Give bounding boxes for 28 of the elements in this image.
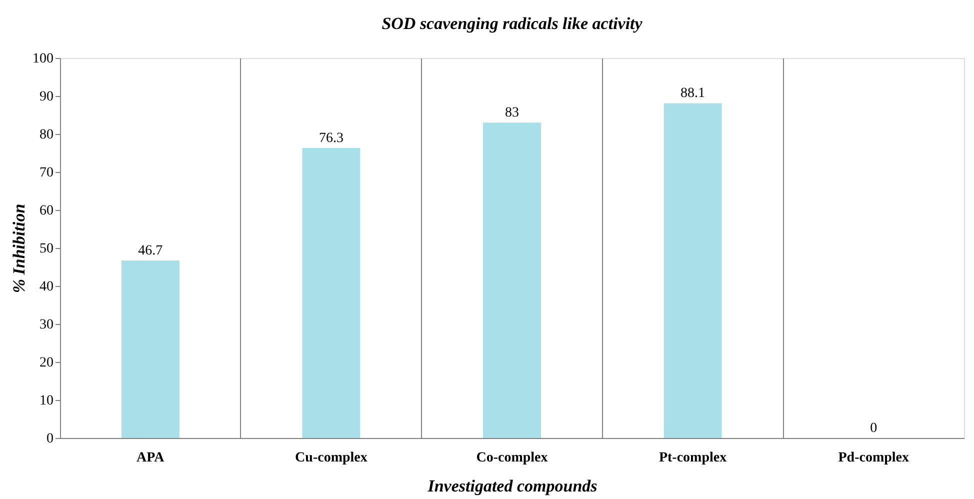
- x-tick-label: Pd-complex: [838, 450, 909, 466]
- bar: [664, 103, 722, 438]
- y-tick-label: 60: [40, 204, 54, 218]
- y-tick-label: 80: [40, 128, 54, 142]
- bar: [483, 122, 541, 438]
- data-label: 83: [505, 106, 519, 121]
- data-label: 88.1: [680, 86, 706, 102]
- data-label: 0: [870, 421, 878, 436]
- y-tick-label: 40: [40, 280, 54, 294]
- y-tick-label: 70: [40, 166, 54, 180]
- y-tick-label: 100: [32, 52, 54, 66]
- data-label: 76.3: [318, 131, 344, 146]
- bar: [302, 148, 360, 438]
- y-tick-label: 10: [40, 394, 54, 408]
- y-tick-label: 30: [40, 318, 54, 332]
- data-label: 46.7: [138, 244, 163, 259]
- x-tick-label: Cu-complex: [295, 450, 368, 466]
- x-tick-label: Pt-complex: [658, 450, 727, 466]
- y-tick-label: 20: [40, 356, 54, 370]
- x-tick-label: APA: [136, 450, 166, 466]
- y-tick-label: 50: [40, 242, 54, 256]
- y-axis-title: % Inhibition: [10, 204, 28, 294]
- x-tick-label: Co-complex: [476, 450, 548, 466]
- bar: [121, 260, 180, 438]
- y-tick-label: 90: [40, 90, 54, 104]
- y-tick-label: 0: [46, 432, 54, 446]
- x-axis-title: Investigated compounds: [426, 476, 598, 496]
- chart-title: SOD scavenging radicals like activity: [382, 14, 643, 33]
